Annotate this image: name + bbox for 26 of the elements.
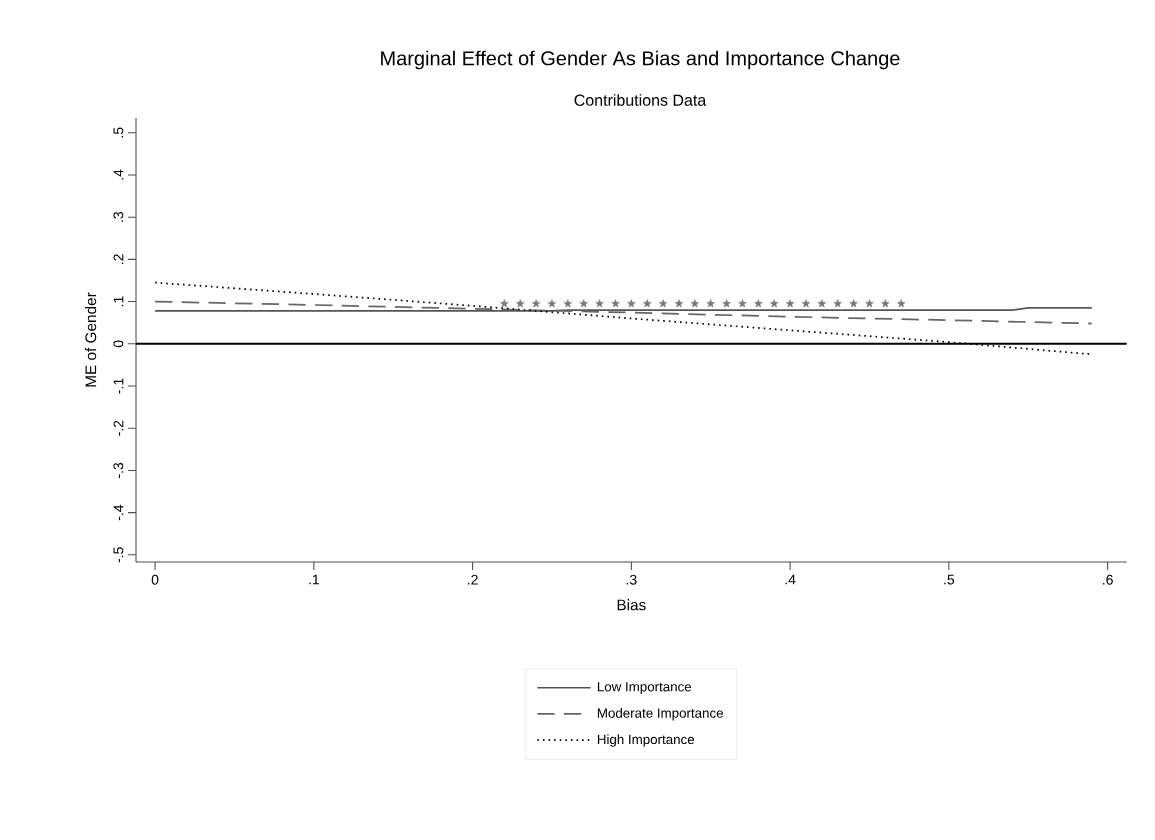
y-tick-label: -.4 <box>113 504 124 521</box>
chart-subtitle: Contributions Data <box>574 94 707 106</box>
line-series <box>154 300 1093 325</box>
x-tick-label: .6 <box>1103 574 1113 585</box>
y-axis-title: ME of Gender <box>84 292 97 387</box>
y-tick-label: -.5 <box>113 547 124 563</box>
x-tick-label: .2 <box>468 574 478 585</box>
y-tick-label: .4 <box>113 169 124 180</box>
x-tick-label: 0 <box>151 574 159 585</box>
chart-title: Marginal Effect of Gender As Bias and Importance Change <box>381 50 900 70</box>
y-tick-label: .1 <box>113 296 124 307</box>
legend-label: High Importance <box>597 734 695 747</box>
y-tick-label: 0 <box>113 340 124 348</box>
x-tick-label: .5 <box>944 574 955 585</box>
x-tick-label: .4 <box>785 574 796 585</box>
y-tick-label: .3 <box>113 211 124 222</box>
y-tick-label: .2 <box>113 254 124 264</box>
y-tick-label: -.2 <box>113 420 124 436</box>
y-tick-label: -.3 <box>113 462 124 478</box>
x-tick-label: .3 <box>626 574 637 585</box>
y-tick-label: .5 <box>113 127 124 138</box>
x-axis-title: Bias <box>617 599 646 611</box>
legend-label: Low Importance <box>597 682 692 695</box>
x-tick-label: .1 <box>309 574 319 585</box>
legend-label: Moderate Importance <box>597 708 723 721</box>
y-tick-label: -.1 <box>113 378 124 394</box>
